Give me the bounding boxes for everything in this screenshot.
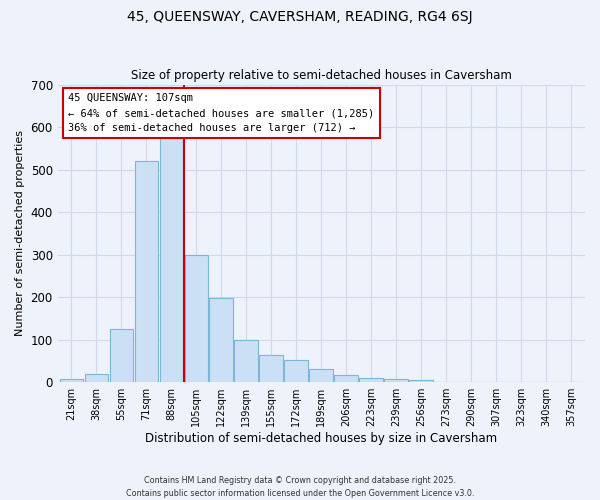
Text: 45 QUEENSWAY: 107sqm
← 64% of semi-detached houses are smaller (1,285)
36% of se: 45 QUEENSWAY: 107sqm ← 64% of semi-detac… — [68, 94, 374, 133]
Y-axis label: Number of semi-detached properties: Number of semi-detached properties — [15, 130, 25, 336]
Bar — [359, 378, 383, 382]
Bar — [134, 161, 158, 382]
Bar — [284, 360, 308, 382]
Title: Size of property relative to semi-detached houses in Caversham: Size of property relative to semi-detach… — [131, 69, 512, 82]
Bar — [259, 354, 283, 382]
Bar — [385, 379, 408, 382]
Bar — [85, 374, 108, 382]
Bar — [209, 298, 233, 382]
Bar — [110, 329, 133, 382]
Bar — [160, 138, 183, 382]
Bar — [310, 370, 333, 382]
Bar — [334, 375, 358, 382]
Text: Contains HM Land Registry data © Crown copyright and database right 2025.
Contai: Contains HM Land Registry data © Crown c… — [126, 476, 474, 498]
Bar — [59, 379, 83, 382]
X-axis label: Distribution of semi-detached houses by size in Caversham: Distribution of semi-detached houses by … — [145, 432, 497, 445]
Bar — [185, 254, 208, 382]
Text: 45, QUEENSWAY, CAVERSHAM, READING, RG4 6SJ: 45, QUEENSWAY, CAVERSHAM, READING, RG4 6… — [127, 10, 473, 24]
Bar — [235, 340, 258, 382]
Bar — [409, 380, 433, 382]
